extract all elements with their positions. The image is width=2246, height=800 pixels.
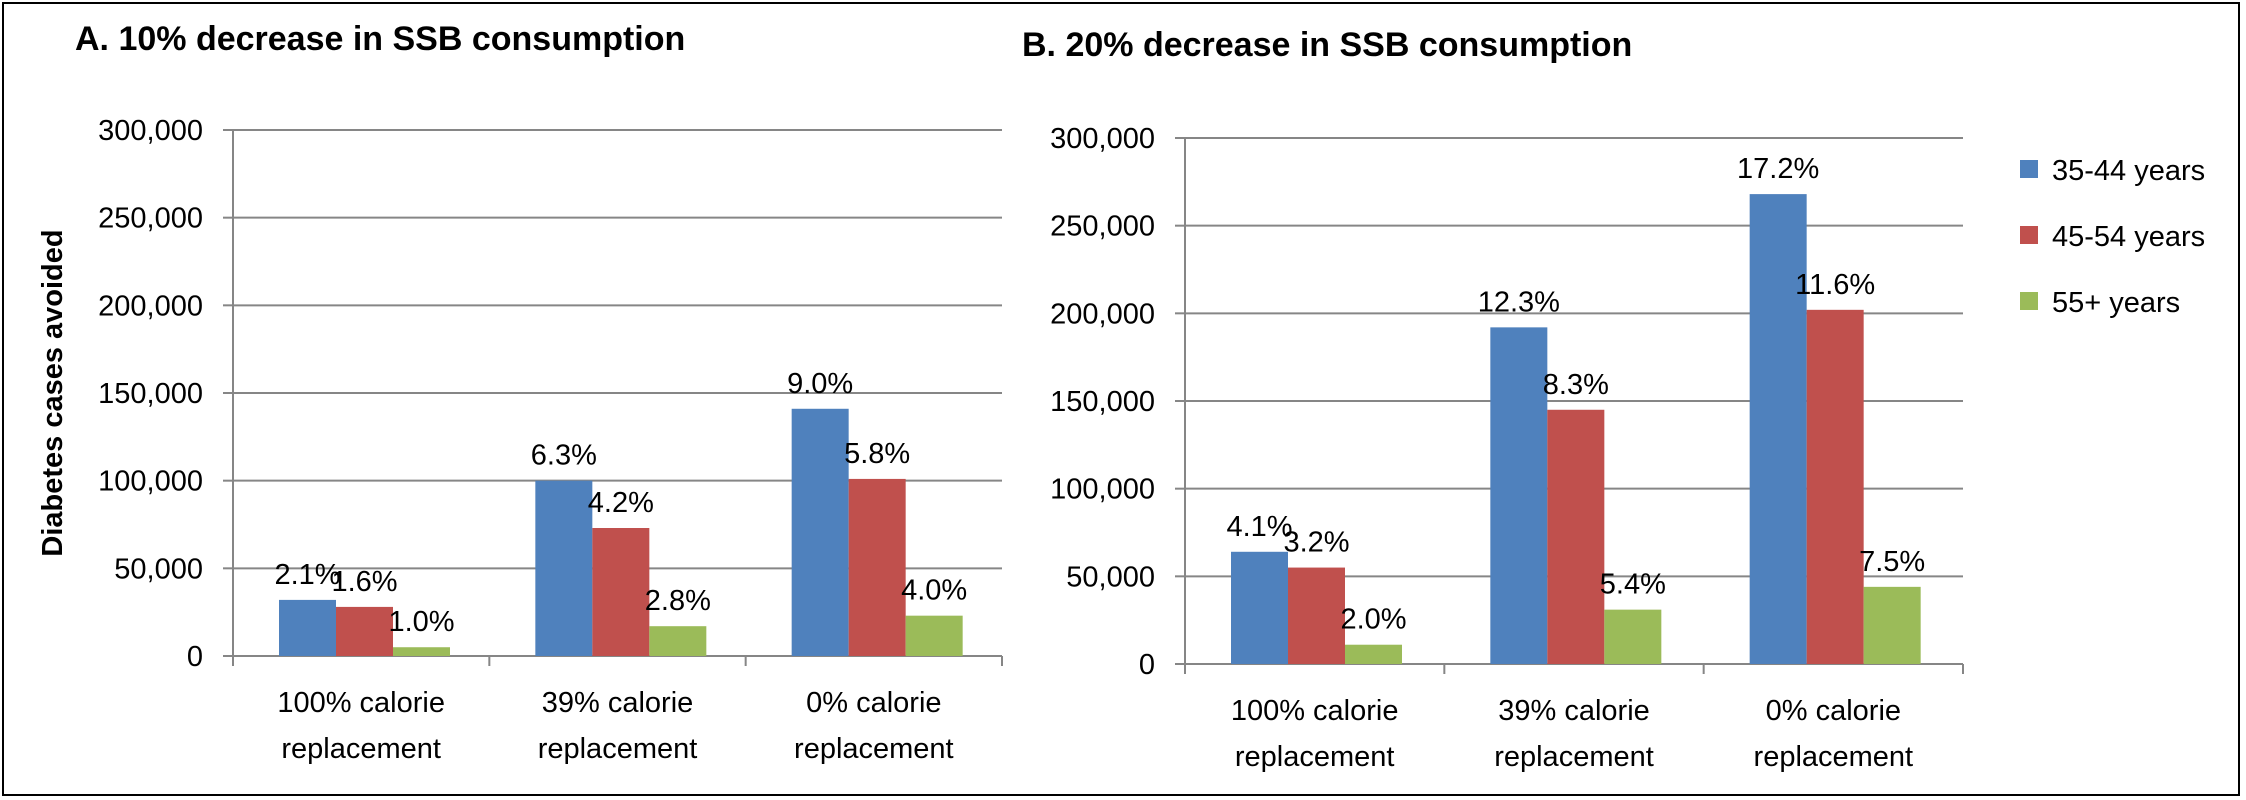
x-category-label-a-0-line1: 100% calorie xyxy=(277,687,445,719)
data-label-b-45-54-years-2: 11.6% xyxy=(1795,269,1875,301)
data-label-a-55-years-0: 1.0% xyxy=(388,606,454,638)
legend-label-45-54: 45-54 years xyxy=(2052,221,2205,253)
data-label-b-45-54-years-1: 8.3% xyxy=(1543,369,1609,401)
y-tick-label-b-0: 0 xyxy=(1139,649,1155,681)
y-tick-label-a-4: 200,000 xyxy=(98,290,203,322)
y-tick-label-a-3: 150,000 xyxy=(98,378,203,410)
x-category-label-a-1-line2: replacement xyxy=(538,733,698,765)
legend-swatch-35-44 xyxy=(2020,160,2038,178)
panel-a-chart: A. 10% decrease in SSB consumption Diabet… xyxy=(37,20,1003,765)
data-label-b-35-44-years-2: 17.2% xyxy=(1737,153,1819,185)
chart-title-a: A. 10% decrease in SSB consumption xyxy=(75,20,685,58)
data-label-b-55-years-0: 2.0% xyxy=(1340,604,1406,636)
data-label-a-55-years-2: 4.0% xyxy=(901,575,967,607)
bar-a-45-54-years-2 xyxy=(848,478,906,656)
bar-b-45-54-years-2 xyxy=(1806,309,1864,664)
bar-a-35-44-years-0 xyxy=(279,599,336,656)
data-label-a-35-44-years-1: 6.3% xyxy=(531,440,597,472)
y-tick-label-a-6: 300,000 xyxy=(98,115,203,147)
y-tick-label-b-2: 100,000 xyxy=(1050,474,1155,506)
y-tick-label-b-3: 150,000 xyxy=(1050,386,1155,418)
bar-a-55-years-2 xyxy=(905,615,963,656)
bar-b-45-54-years-1 xyxy=(1547,409,1605,664)
bar-b-55-years-1 xyxy=(1604,609,1662,664)
x-category-label-a-0-line2: replacement xyxy=(281,733,441,765)
legend-label-35-44: 35-44 years xyxy=(2052,155,2205,187)
x-category-label-b-2-line1: 0% calorie xyxy=(1766,695,1901,727)
bar-b-35-44-years-0 xyxy=(1231,551,1288,664)
y-tick-label-a-1: 50,000 xyxy=(114,553,203,585)
panel-b-chart: B. 20% decrease in SSB consumption 0 50,00… xyxy=(1022,26,1964,773)
data-label-a-45-54-years-1: 4.2% xyxy=(588,487,654,519)
bar-a-55-years-0 xyxy=(393,647,450,656)
data-label-b-35-44-years-1: 12.3% xyxy=(1478,286,1560,318)
y-tick-label-a-2: 100,000 xyxy=(98,466,203,498)
data-label-a-35-44-years-2: 9.0% xyxy=(787,368,853,400)
data-label-a-35-44-years-0: 2.1% xyxy=(274,559,340,591)
bar-b-35-44-years-2 xyxy=(1749,194,1807,664)
x-category-label-a-1-line1: 39% calorie xyxy=(542,687,694,719)
bar-a-45-54-years-1 xyxy=(592,528,650,656)
x-category-label-a-2-line2: replacement xyxy=(794,733,954,765)
bar-b-45-54-years-0 xyxy=(1288,567,1345,664)
x-category-label-b-1-line1: 39% calorie xyxy=(1498,695,1650,727)
data-label-a-45-54-years-2: 5.8% xyxy=(844,438,910,470)
x-category-label-a-2-line1: 0% calorie xyxy=(806,687,941,719)
legend-label-55-plus: 55+ years xyxy=(2052,287,2180,319)
y-tick-label-b-4: 200,000 xyxy=(1050,298,1155,330)
bar-b-55-years-2 xyxy=(1863,586,1921,664)
y-tick-label-a-5: 250,000 xyxy=(98,203,203,235)
data-label-a-45-54-years-0: 1.6% xyxy=(331,566,397,598)
data-label-b-55-years-1: 5.4% xyxy=(1600,569,1666,601)
y-axis-label-a: Diabetes cases avoided xyxy=(37,229,69,556)
x-category-label-b-0-line2: replacement xyxy=(1235,741,1395,773)
data-label-a-55-years-1: 2.8% xyxy=(645,585,711,617)
bar-a-35-44-years-2 xyxy=(791,408,849,656)
data-label-b-45-54-years-0: 3.2% xyxy=(1283,527,1349,559)
x-category-label-b-0-line1: 100% calorie xyxy=(1231,695,1399,727)
y-tick-label-b-6: 300,000 xyxy=(1050,123,1155,155)
data-label-b-35-44-years-0: 4.1% xyxy=(1226,511,1292,543)
chart-title-b: B. 20% decrease in SSB consumption xyxy=(1022,26,1632,64)
y-tick-label-a-0: 0 xyxy=(187,641,203,673)
data-label-b-55-years-2: 7.5% xyxy=(1859,546,1925,578)
y-tick-label-b-5: 250,000 xyxy=(1050,211,1155,243)
x-category-label-b-2-line2: replacement xyxy=(1754,741,1914,773)
legend: 35-44 years 45-54 years 55+ years xyxy=(2020,155,2205,319)
bar-b-35-44-years-1 xyxy=(1490,327,1548,664)
x-category-label-b-1-line2: replacement xyxy=(1494,741,1654,773)
bar-a-45-54-years-0 xyxy=(336,606,393,656)
y-tick-label-b-1: 50,000 xyxy=(1066,561,1155,593)
bar-b-55-years-0 xyxy=(1345,644,1402,664)
legend-swatch-45-54 xyxy=(2020,226,2038,244)
legend-swatch-55-plus xyxy=(2020,292,2038,310)
bar-a-55-years-1 xyxy=(649,626,707,656)
bar-a-35-44-years-1 xyxy=(535,480,593,656)
